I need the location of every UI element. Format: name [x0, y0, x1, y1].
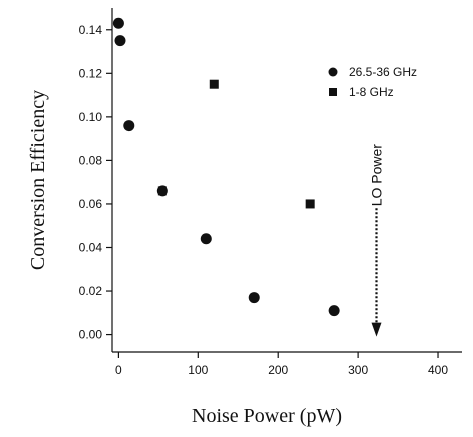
x-tick-label: 300	[348, 363, 368, 377]
lo-power-label: LO Power	[368, 144, 384, 207]
legend-marker-circle	[328, 67, 338, 77]
y-tick-label: 0.14	[79, 23, 103, 37]
x-tick-label: 0	[115, 363, 122, 377]
data-point-circle	[123, 120, 135, 132]
data-point-square	[209, 79, 219, 89]
x-axis-title: Noise Power (pW)	[192, 405, 342, 427]
y-tick-label: 0.00	[79, 328, 103, 342]
data-marks	[112, 17, 340, 317]
lo-power-annotation: LO Power	[368, 144, 384, 337]
data-point-circle	[328, 305, 340, 317]
lo-power-arrowhead	[371, 322, 382, 337]
y-tick-label: 0.02	[79, 284, 103, 298]
data-point-circle	[112, 17, 124, 29]
y-tick-label: 0.12	[79, 66, 103, 80]
data-point-square	[305, 199, 315, 209]
x-tick-label: 100	[188, 363, 208, 377]
data-point-square	[157, 186, 167, 196]
y-tick-label: 0.10	[79, 110, 103, 124]
y-axis-title: Conversion Efficiency	[27, 90, 49, 270]
y-tick-label: 0.04	[79, 240, 103, 254]
data-point-circle	[200, 233, 212, 245]
data-point-circle	[114, 35, 126, 47]
axes: 0.00 0.02 0.04 0.06 0.08 0.10 0.12 0.14 0 100 200 3…	[79, 8, 462, 377]
y-tick-label: 0.06	[79, 197, 103, 211]
x-tick-label: 200	[268, 363, 288, 377]
y-tick-label: 0.08	[79, 153, 103, 167]
legend-marker-square	[329, 88, 337, 96]
data-point-circle	[248, 292, 260, 304]
legend-label: 26.5-36 GHz	[349, 65, 417, 79]
x-tick-label: 400	[428, 363, 448, 377]
legend: 26.5-36 GHz 1-8 GHz	[328, 65, 417, 99]
legend-label: 1-8 GHz	[349, 85, 394, 99]
